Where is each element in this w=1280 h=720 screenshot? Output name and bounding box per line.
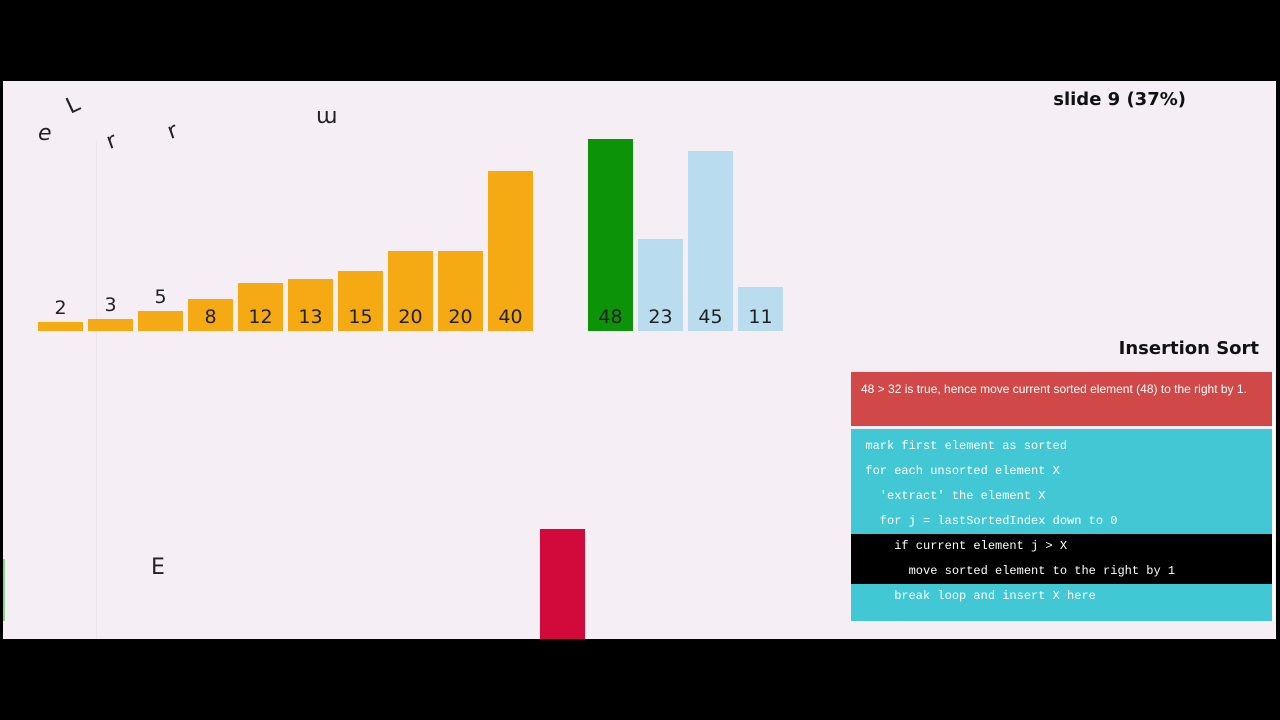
bar-value-label: 13: [298, 306, 323, 328]
bar-unsorted: [638, 239, 683, 331]
bar-value-label: 40: [498, 306, 523, 328]
handwriting-m: m: [316, 105, 338, 130]
pseudocode-panel: mark first element as sorted for each un…: [851, 429, 1273, 621]
visualization-canvas[interactable]: e L r r m E 2 3 5 8 12 13 15 20 20 40 48 23 45 11 sli…: [3, 81, 1276, 639]
ghost-guide-mark: [3, 559, 5, 621]
bar-value-label: 3: [104, 294, 117, 316]
pseudocode-line: 'extract' the element X: [851, 489, 1046, 503]
status-message: 48 > 32 is true, hence move current sort…: [861, 382, 1247, 396]
slide-indicator: slide 9 (37%): [1053, 89, 1186, 110]
bar-value-label: 23: [648, 306, 673, 328]
bar-sorted: [388, 251, 433, 331]
handwriting-l: L: [62, 91, 84, 120]
bar-value-label: 2: [54, 297, 67, 319]
pseudocode-line: for j = lastSortedIndex down to 0: [851, 514, 1118, 528]
bar-sorted: [38, 322, 83, 331]
bar-value-label: 12: [248, 306, 273, 328]
bar-sorted: [338, 271, 383, 331]
bar-sorted: [288, 279, 333, 331]
bar-value-label: 45: [698, 306, 723, 328]
algorithm-title: Insertion Sort: [1118, 338, 1259, 359]
pseudocode-line: if current element j > X: [851, 534, 1273, 559]
status-message-box: 48 > 32 is true, hence move current sort…: [851, 372, 1273, 426]
bar-value-label: 11: [748, 306, 773, 328]
bar-sorted: [238, 283, 283, 331]
bar-unsorted: [738, 287, 783, 331]
bar-sorted: [88, 319, 133, 331]
bar-value-label: 20: [448, 306, 473, 328]
bar-sorted: [138, 311, 183, 331]
bar-sorted: [188, 299, 233, 331]
handwriting-e: e: [38, 121, 52, 146]
extracted-element-bar: [540, 529, 585, 639]
bar-sorted: [488, 171, 533, 331]
handwriting-e-lower: E: [151, 555, 165, 580]
panel-scrollbar[interactable]: [1272, 372, 1275, 621]
pseudocode-line: mark first element as sorted: [851, 439, 1068, 453]
handwriting-r1: r: [102, 128, 121, 155]
pseudocode-line: move sorted element to the right by 1: [851, 559, 1273, 584]
bar-sorted: [438, 251, 483, 331]
bar-unsorted: [688, 151, 733, 331]
handwriting-r2: r: [163, 118, 182, 145]
pseudocode-line: for each unsorted element X: [851, 464, 1060, 478]
ghost-guide-line: [96, 141, 97, 639]
bar-value-label: 48: [598, 306, 623, 328]
pseudocode-line: break loop and insert X here: [851, 589, 1096, 603]
bar-value-label: 20: [398, 306, 423, 328]
bar-value-label: 8: [204, 306, 217, 328]
bar-value-label: 15: [348, 306, 373, 328]
bar-current: [588, 139, 633, 331]
bar-value-label: 5: [154, 286, 167, 308]
